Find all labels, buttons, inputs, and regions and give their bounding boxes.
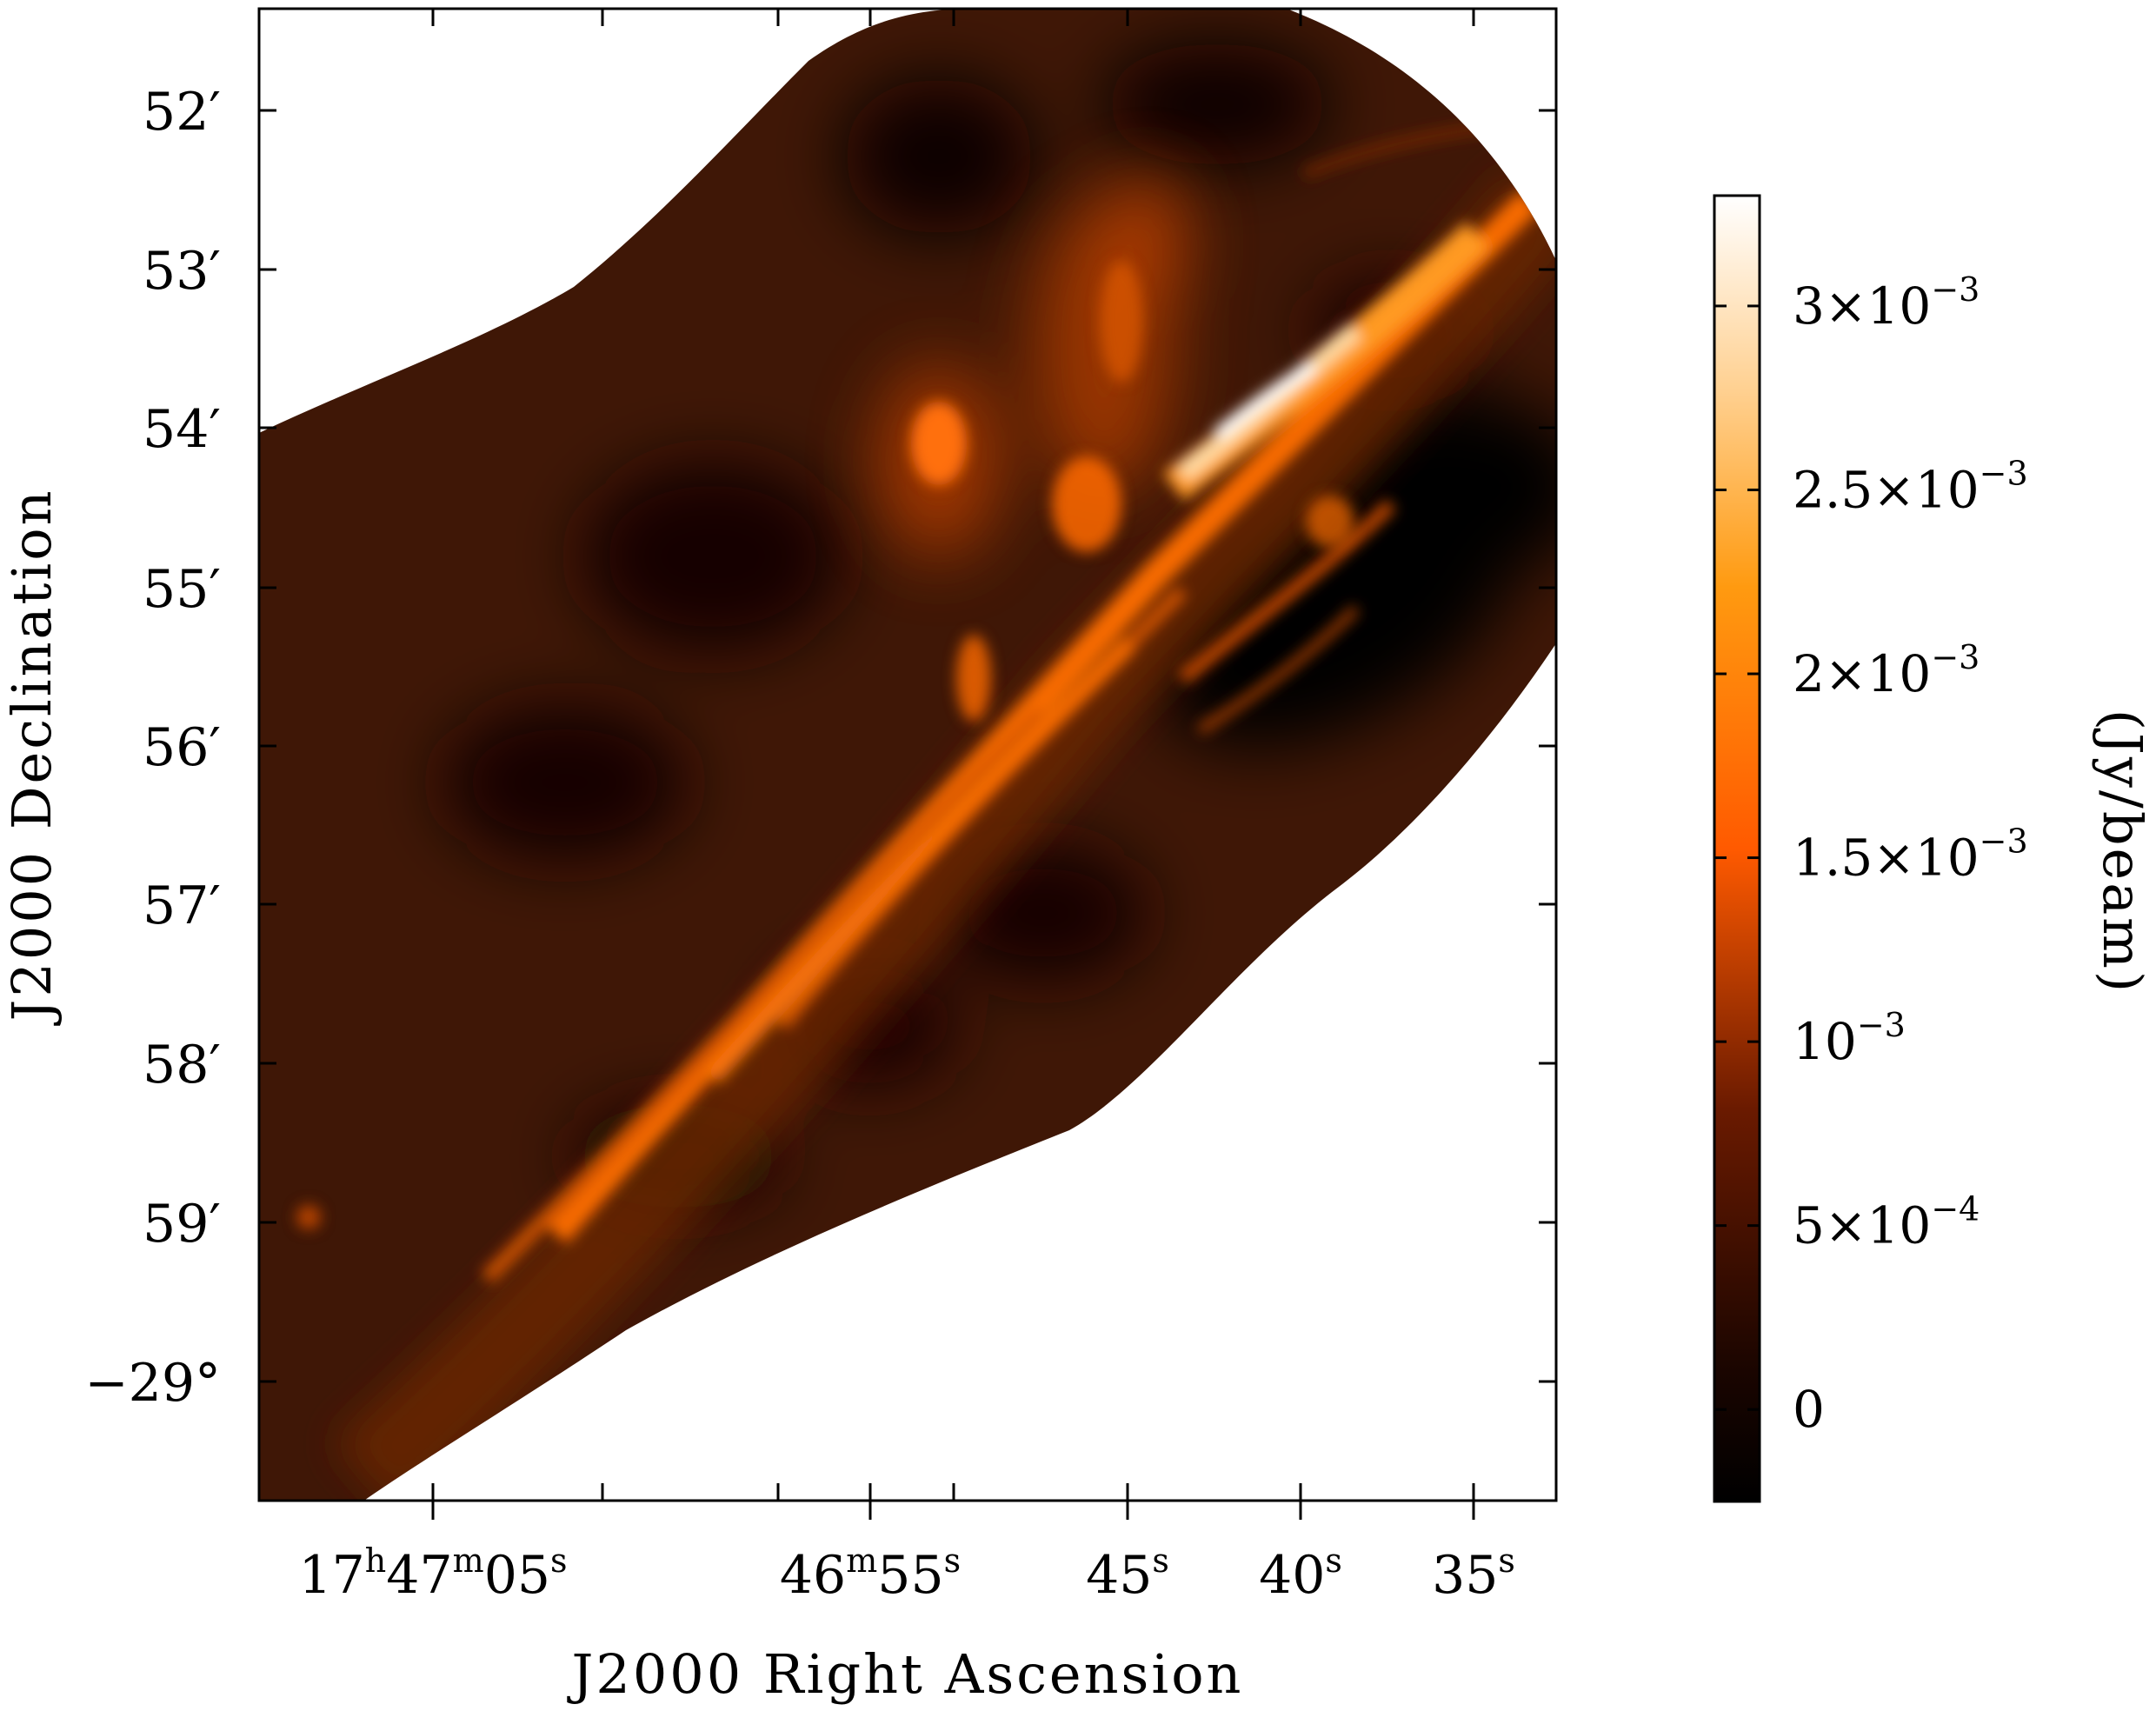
colorbar-tick-marks xyxy=(1714,304,1760,1411)
colorbar-tick-label: 1.5×10−3 xyxy=(1793,822,2028,888)
colorbar-gradient xyxy=(1713,194,1761,1503)
plot-frame xyxy=(257,7,1558,1502)
y-tick-label: 58′ xyxy=(143,1035,221,1095)
colorbar-tick-label: 3×10−3 xyxy=(1793,270,1980,336)
colorbar-tick-labels: 3×10−3 2.5×10−3 2×10−3 1.5×10−3 10−3 5×10−4 0 xyxy=(1793,270,2028,1439)
y-tick-label: 55′ xyxy=(143,559,221,620)
y-tick-label: 53′ xyxy=(143,241,221,302)
x-tick-label: 35s​ xyxy=(1432,1541,1515,1606)
x-tick-label: 17h47m05s​ xyxy=(298,1541,567,1606)
x-tick-label: 45s​ xyxy=(1086,1541,1169,1606)
x-tick-marks xyxy=(431,9,1475,1520)
colorbar-tick-label: 2×10−3 xyxy=(1793,638,1980,703)
colorbar-tick-label: 10−3 xyxy=(1793,1006,1906,1071)
radio-map-image xyxy=(259,9,1556,1500)
y-tick-label: −29° xyxy=(84,1353,221,1414)
colorbar-tick-label: 0 xyxy=(1793,1380,1825,1439)
x-tick-label: 46m55s​ xyxy=(780,1541,961,1606)
x-axis-title: J2000 Right Ascension xyxy=(567,1642,1244,1706)
y-tick-labels: 52′ 53′ 54′ 55′ 56′ 57′ 58′ 59′ −29° xyxy=(84,82,221,1414)
y-tick-label: 52′ xyxy=(143,82,221,143)
y-axis-title: J2000 Declination xyxy=(0,488,63,1026)
y-tick-marks xyxy=(259,109,1556,1383)
y-tick-label: 56′ xyxy=(143,717,221,778)
y-tick-label: 54′ xyxy=(143,399,221,460)
y-tick-label: 57′ xyxy=(143,875,221,936)
y-tick-label: 59′ xyxy=(143,1194,221,1255)
x-tick-labels: 17h47m05s​ 46m55s​ 45s​ 40s​ 35s​ xyxy=(298,1541,1515,1606)
colorbar-title: (Jy/beam) xyxy=(2091,709,2154,995)
colorbar-tick-label: 5×10−4 xyxy=(1793,1190,1980,1255)
x-tick-label: 40s​ xyxy=(1259,1541,1342,1606)
colorbar: 3×10−32.5×10−32×10−31.5×10−310−35×10−40 … xyxy=(1713,194,2154,1503)
colorbar-tick-label: 2.5×10−3 xyxy=(1793,454,2028,519)
